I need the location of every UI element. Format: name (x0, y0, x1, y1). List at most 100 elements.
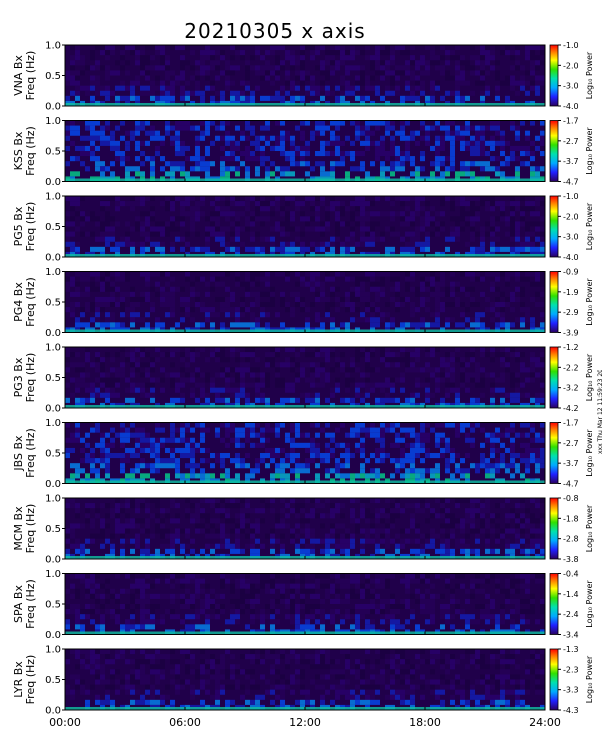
spectrogram-cell (85, 145, 90, 151)
spectrogram-cell (420, 286, 425, 292)
spectrogram-cell (325, 216, 330, 222)
spectrogram-cell (350, 226, 355, 232)
spectrogram-cell (455, 130, 460, 136)
spectrogram-cell (360, 468, 365, 474)
spectrogram-cell (140, 70, 145, 76)
spectrogram-cell (460, 135, 465, 141)
spectrogram-cell (450, 50, 455, 56)
spectrogram-cell (125, 473, 130, 479)
spectrogram-cell (75, 523, 80, 529)
spectrogram-cell (540, 397, 545, 403)
spectrogram-cell (135, 45, 140, 51)
spectrogram-cell (455, 45, 460, 51)
spectrogram-cell (380, 357, 385, 363)
spectrogram-cell (295, 151, 300, 157)
spectrogram-cell (150, 307, 155, 313)
spectrogram-cell (120, 55, 125, 61)
spectrogram-cell (205, 447, 210, 453)
colorbar-tick-label: -2.0 (563, 212, 579, 221)
spectrogram-cell (160, 528, 165, 534)
spectrogram-cell (155, 422, 160, 428)
spectrogram-cell (520, 145, 525, 151)
spectrogram-cell (295, 125, 300, 131)
spectrogram-cell (105, 226, 110, 232)
spectrogram-cell (395, 432, 400, 438)
spectrogram-cell (210, 347, 215, 353)
spectrogram-cell (470, 286, 475, 292)
spectrogram-cell (320, 246, 325, 252)
spectrogram-cell (160, 95, 165, 101)
spectrogram-cell (490, 307, 495, 313)
spectrogram-cell (510, 221, 515, 227)
spectrogram-cell (260, 196, 265, 202)
spectrogram-cell (400, 50, 405, 56)
spectrogram-cell (290, 588, 295, 594)
spectrogram-cell (220, 196, 225, 202)
spectrogram-cell (275, 573, 280, 579)
spectrogram-cell (115, 598, 120, 604)
spectrogram-cell (175, 216, 180, 222)
spectrogram-cell (125, 513, 130, 519)
spectrogram-cell (235, 604, 240, 610)
spectrogram-cell (410, 302, 415, 308)
spectrogram-cell (85, 286, 90, 292)
spectrogram-cell (530, 427, 535, 433)
spectrogram-cell (200, 70, 205, 76)
spectrogram-cell (450, 140, 455, 146)
spectrogram-cell (100, 276, 105, 282)
spectrogram-cell (435, 211, 440, 217)
spectrogram-cell (125, 624, 130, 630)
spectrogram-cell (125, 432, 130, 438)
spectrogram-cell (210, 523, 215, 529)
spectrogram-cell (220, 543, 225, 549)
spectrogram-cell (260, 65, 265, 71)
spectrogram-cell (390, 135, 395, 141)
spectrogram-cell (135, 95, 140, 101)
spectrogram-cell (140, 473, 145, 479)
spectrogram-cell (450, 236, 455, 242)
spectrogram-cell (155, 437, 160, 443)
spectrogram-cell (410, 85, 415, 91)
spectrogram-cell (250, 609, 255, 615)
spectrogram-cell (345, 548, 350, 554)
spectrogram-cell (530, 372, 535, 378)
spectrogram-cell (415, 80, 420, 86)
spectrogram-cell (130, 291, 135, 297)
spectrogram-cell (455, 468, 460, 474)
spectrogram-cell (440, 95, 445, 101)
spectrogram-cell (170, 498, 175, 504)
spectrogram-cell (145, 503, 150, 509)
spectrogram-cell (475, 463, 480, 469)
spectrogram-cell (295, 624, 300, 630)
spectrogram-cell (455, 201, 460, 207)
spectrogram-cell (215, 271, 220, 277)
spectrogram-cell (520, 307, 525, 313)
spectrogram-cell (470, 206, 475, 212)
spectrogram-cell (235, 322, 240, 328)
spectrogram-cell (510, 85, 515, 91)
spectrogram-cell (540, 216, 545, 222)
spectrogram-cell (145, 598, 150, 604)
spectrogram-cell (170, 201, 175, 207)
spectrogram-cell (480, 166, 485, 172)
spectrogram-cell (310, 372, 315, 378)
spectrogram-cell (110, 593, 115, 599)
spectrogram-cell (315, 442, 320, 448)
spectrogram-cell (65, 95, 70, 101)
spectrogram-cell (380, 211, 385, 217)
spectrogram-cell (505, 201, 510, 207)
spectrogram-cell (365, 473, 370, 479)
spectrogram-cell (330, 276, 335, 282)
spectrogram-cell (65, 498, 70, 504)
spectrogram-cell (410, 427, 415, 433)
spectrogram-cell (340, 156, 345, 162)
spectrogram-cell (310, 75, 315, 81)
spectrogram-cell (515, 387, 520, 393)
spectrogram-cell (260, 70, 265, 76)
spectrogram-cell (225, 296, 230, 302)
spectrogram-cell (210, 307, 215, 313)
spectrogram-cell (210, 614, 215, 620)
spectrogram-cell (410, 322, 415, 328)
spectrogram-cell (470, 211, 475, 217)
